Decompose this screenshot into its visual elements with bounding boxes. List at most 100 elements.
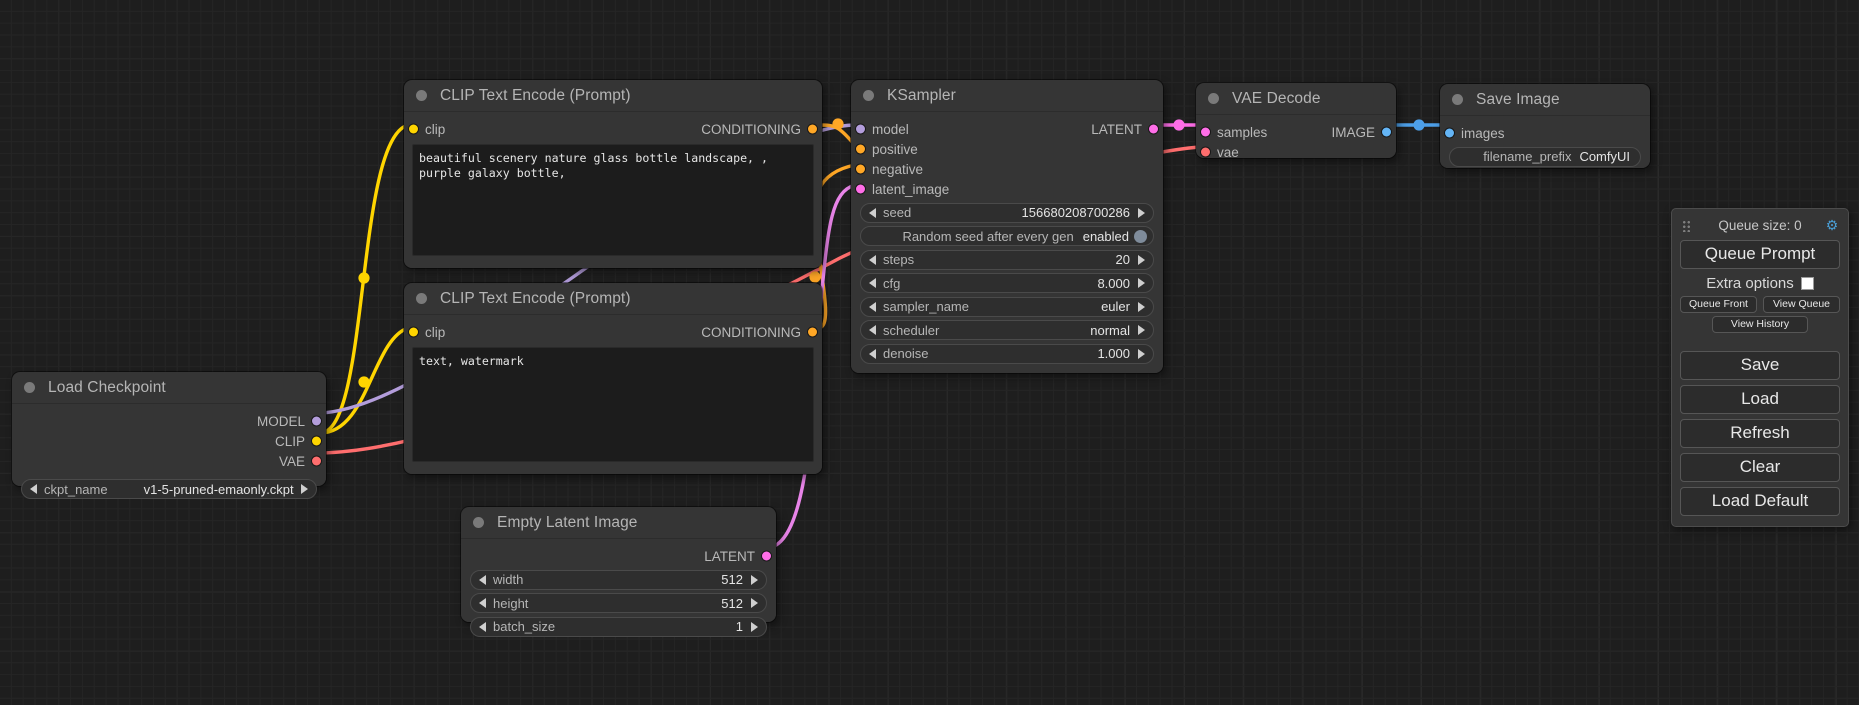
increment-arrow-icon[interactable] bbox=[751, 598, 758, 608]
decrement-arrow-icon[interactable] bbox=[479, 621, 486, 632]
widget-scheduler[interactable]: scheduler normal bbox=[860, 320, 1154, 340]
input-dot-images[interactable] bbox=[1445, 128, 1454, 138]
widget-height[interactable]: height 512 bbox=[470, 593, 767, 613]
collapse-icon[interactable] bbox=[863, 90, 874, 101]
decrement-arrow-icon[interactable] bbox=[869, 325, 876, 335]
menu-divider-space bbox=[1680, 333, 1840, 346]
clear-button[interactable]: Clear bbox=[1680, 453, 1840, 482]
widget-filename-prefix[interactable]: filename_prefix ComfyUI bbox=[1449, 146, 1641, 167]
widget-denoise[interactable]: denoise 1.000 bbox=[860, 343, 1154, 364]
widget-width[interactable]: width 512 bbox=[470, 569, 767, 590]
extra-options-checkbox[interactable] bbox=[1800, 277, 1814, 290]
node-vae-decode[interactable]: VAE Decode samples IMAGE vae bbox=[1196, 83, 1396, 160]
output-dot-vae[interactable] bbox=[312, 456, 321, 466]
increment-arrow-icon[interactable] bbox=[1138, 325, 1145, 335]
input-dot-clip[interactable] bbox=[409, 327, 418, 337]
output-dot-conditioning[interactable] bbox=[808, 124, 817, 134]
node-title-bar[interactable]: KSampler bbox=[851, 80, 1163, 111]
widget-sampler-name[interactable]: sampler_name euler bbox=[860, 296, 1154, 317]
increment-arrow-icon[interactable] bbox=[1138, 254, 1145, 265]
increment-arrow-icon[interactable] bbox=[1138, 278, 1145, 288]
input-label-positive: positive bbox=[872, 141, 918, 157]
input-dot-negative[interactable] bbox=[856, 164, 865, 174]
decrement-arrow-icon[interactable] bbox=[479, 574, 486, 585]
decrement-arrow-icon[interactable] bbox=[869, 348, 876, 359]
view-queue-button[interactable]: View Queue bbox=[1763, 296, 1840, 313]
save-button[interactable]: Save bbox=[1680, 351, 1840, 380]
input-dot-clip[interactable] bbox=[409, 124, 418, 134]
increment-arrow-icon[interactable] bbox=[301, 484, 308, 494]
input-dot-latent-image[interactable] bbox=[856, 184, 865, 194]
widget-batch-size[interactable]: batch_size 1 bbox=[470, 616, 767, 637]
output-dot-latent[interactable] bbox=[762, 551, 771, 561]
output-dot-model[interactable] bbox=[312, 416, 321, 426]
decrement-arrow-icon[interactable] bbox=[869, 207, 876, 218]
node-ksampler[interactable]: KSampler model LATENT positive negative … bbox=[851, 80, 1163, 373]
input-label-clip: clip bbox=[425, 121, 446, 137]
collapse-icon[interactable] bbox=[24, 382, 35, 393]
output-label-conditioning: CONDITIONING bbox=[701, 121, 801, 137]
increment-arrow-icon[interactable] bbox=[1138, 301, 1145, 312]
output-dot-clip[interactable] bbox=[312, 436, 321, 446]
queue-size-label: Queue size: 0 bbox=[1718, 218, 1802, 233]
node-title-bar[interactable]: Empty Latent Image bbox=[461, 507, 776, 538]
node-save-image[interactable]: Save Image images filename_prefix ComfyU… bbox=[1440, 84, 1650, 168]
toggle-knob-icon[interactable] bbox=[1134, 229, 1147, 243]
queue-prompt-button[interactable]: Queue Prompt bbox=[1680, 240, 1840, 269]
node-load-checkpoint[interactable]: Load Checkpoint MODEL CLIP VAE ckpt_name… bbox=[12, 372, 326, 499]
input-label-vae: vae bbox=[1217, 144, 1239, 160]
widget-ckpt-name[interactable]: ckpt_name v1-5-pruned-emaonly.ckpt bbox=[21, 479, 317, 499]
collapse-icon[interactable] bbox=[1452, 94, 1463, 105]
increment-arrow-icon[interactable] bbox=[1138, 207, 1145, 218]
decrement-arrow-icon[interactable] bbox=[30, 484, 37, 494]
wire-dot-latent-out bbox=[1173, 119, 1185, 131]
widget-steps[interactable]: steps 20 bbox=[860, 249, 1154, 270]
node-title-bar[interactable]: Load Checkpoint bbox=[12, 372, 326, 403]
widget-seed[interactable]: seed 156680208700286 bbox=[860, 202, 1154, 223]
input-dot-model[interactable] bbox=[856, 124, 865, 134]
load-button[interactable]: Load bbox=[1680, 385, 1840, 414]
input-label-samples: samples bbox=[1217, 124, 1268, 140]
output-dot-latent[interactable] bbox=[1149, 124, 1158, 134]
widget-cfg[interactable]: cfg 8.000 bbox=[860, 273, 1154, 293]
decrement-arrow-icon[interactable] bbox=[869, 301, 876, 312]
extra-options-row: Extra options bbox=[1680, 275, 1840, 292]
input-dot-positive[interactable] bbox=[856, 144, 865, 154]
increment-arrow-icon[interactable] bbox=[751, 621, 758, 632]
node-clip-text-encode-positive[interactable]: CLIP Text Encode (Prompt) clip CONDITION… bbox=[404, 80, 822, 268]
node-title-bar[interactable]: Save Image bbox=[1440, 84, 1650, 115]
view-history-button[interactable]: View History bbox=[1712, 316, 1808, 333]
input-dot-vae[interactable] bbox=[1201, 147, 1210, 157]
output-dot-image[interactable] bbox=[1382, 127, 1391, 137]
decrement-arrow-icon[interactable] bbox=[479, 598, 486, 608]
collapse-icon[interactable] bbox=[1208, 93, 1219, 104]
node-clip-text-encode-negative[interactable]: CLIP Text Encode (Prompt) clip CONDITION… bbox=[404, 283, 822, 474]
load-default-button[interactable]: Load Default bbox=[1680, 487, 1840, 516]
output-dot-conditioning[interactable] bbox=[808, 327, 817, 337]
queue-front-button[interactable]: Queue Front bbox=[1680, 296, 1757, 313]
prompt-textarea-positive[interactable]: beautiful scenery nature glass bottle la… bbox=[412, 144, 814, 256]
refresh-button[interactable]: Refresh bbox=[1680, 419, 1840, 448]
widget-value: ComfyUI bbox=[1579, 149, 1630, 164]
decrement-arrow-icon[interactable] bbox=[869, 278, 876, 288]
node-title-bar[interactable]: VAE Decode bbox=[1196, 83, 1396, 114]
node-title-bar[interactable]: CLIP Text Encode (Prompt) bbox=[404, 283, 822, 314]
collapse-icon[interactable] bbox=[416, 90, 427, 101]
decrement-arrow-icon[interactable] bbox=[869, 254, 876, 265]
node-title-bar[interactable]: CLIP Text Encode (Prompt) bbox=[404, 80, 822, 111]
widget-label: width bbox=[493, 572, 524, 587]
node-body: clip CONDITIONING beautiful scenery natu… bbox=[404, 111, 822, 268]
widget-label: ckpt_name bbox=[44, 481, 108, 497]
increment-arrow-icon[interactable] bbox=[751, 574, 758, 585]
drag-grip-icon[interactable] bbox=[1682, 220, 1691, 232]
menu-panel[interactable]: Queue size: 0 ⚙ Queue Prompt Extra optio… bbox=[1671, 208, 1849, 527]
collapse-icon[interactable] bbox=[473, 517, 484, 528]
input-dot-samples[interactable] bbox=[1201, 127, 1210, 137]
collapse-icon[interactable] bbox=[416, 293, 427, 304]
widget-random-seed-toggle[interactable]: Random seed after every gen enabled bbox=[860, 226, 1154, 246]
node-empty-latent-image[interactable]: Empty Latent Image LATENT width 512 heig… bbox=[461, 507, 776, 637]
prompt-textarea-negative[interactable]: text, watermark bbox=[412, 347, 814, 462]
gear-icon[interactable]: ⚙ bbox=[1825, 217, 1839, 233]
increment-arrow-icon[interactable] bbox=[1138, 348, 1145, 359]
